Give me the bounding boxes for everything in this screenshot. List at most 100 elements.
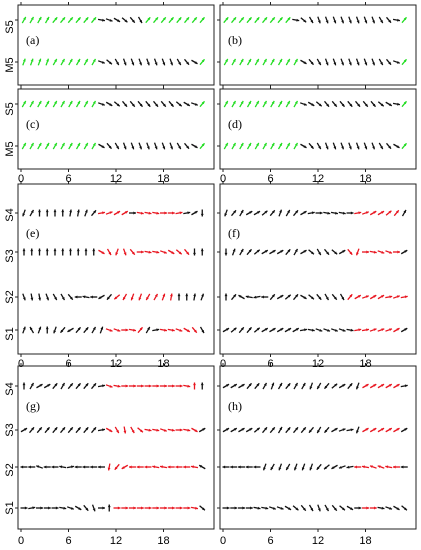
- wind-vector: [393, 505, 400, 511]
- wind-vector: [199, 100, 205, 108]
- wind-vector: [129, 248, 136, 256]
- wind-vector: [67, 382, 74, 390]
- x-tick-label: 12: [312, 535, 324, 547]
- wind-vector: [68, 100, 73, 108]
- wind-vector: [317, 16, 321, 24]
- wind-vector: [161, 58, 166, 66]
- wind-vector: [44, 100, 50, 108]
- vector-row-S3: S3: [4, 423, 206, 437]
- wind-vector: [113, 328, 121, 332]
- wind-vector: [67, 293, 74, 301]
- wind-vector: [285, 209, 291, 217]
- wind-vector: [200, 293, 205, 301]
- wind-vector: [160, 16, 167, 24]
- wind-vector: [316, 463, 322, 471]
- wind-vector: [238, 506, 245, 510]
- wind-vector: [253, 327, 261, 333]
- wind-vector: [285, 463, 291, 471]
- wind-vector: [370, 100, 376, 108]
- wind-vector: [324, 142, 329, 150]
- wind-vector: [68, 142, 73, 150]
- wind-vector: [340, 142, 345, 150]
- wind-vector: [348, 142, 352, 150]
- wind-vector: [45, 209, 49, 217]
- wind-vector: [231, 16, 237, 24]
- wind-vector: [254, 16, 260, 24]
- wind-vector: [261, 295, 269, 299]
- wind-vector: [121, 464, 129, 470]
- wind-vector: [60, 58, 66, 66]
- wind-vector: [224, 209, 228, 217]
- wind-vector: [136, 211, 144, 215]
- panel-frame: [219, 365, 417, 530]
- wind-vector: [122, 142, 127, 150]
- wind-vector: [362, 100, 369, 108]
- wind-vector: [246, 16, 252, 24]
- wind-vector: [324, 16, 329, 24]
- wind-vector: [340, 58, 345, 66]
- wind-vector: [183, 327, 191, 333]
- wind-vector: [184, 142, 190, 150]
- wind-vector: [316, 293, 322, 301]
- panel-g: (g) S4 S3 S2 S1: [4, 363, 215, 532]
- wind-vector: [159, 428, 168, 432]
- wind-vector: [74, 465, 82, 469]
- wind-vector: [199, 505, 206, 511]
- wind-vector: [338, 465, 346, 469]
- wind-vector: [107, 463, 111, 471]
- wind-vector: [276, 506, 284, 510]
- wind-vector: [222, 506, 230, 510]
- vector-row-S5: [217, 16, 407, 24]
- wind-vector: [113, 384, 121, 388]
- wind-vector: [176, 58, 182, 66]
- wind-vector: [230, 327, 237, 333]
- wind-vector: [200, 209, 204, 217]
- x-tick-label: 12: [312, 358, 324, 370]
- wind-vector: [378, 16, 384, 24]
- wind-vector: [122, 100, 128, 108]
- x-tick-label: 18: [359, 535, 371, 547]
- wind-vector: [270, 382, 275, 390]
- wind-vector: [146, 142, 150, 150]
- wind-vector: [30, 293, 34, 301]
- wind-vector: [361, 465, 370, 469]
- wind-vector: [75, 58, 81, 66]
- wind-vector: [230, 427, 238, 433]
- wind-vector: [175, 384, 183, 388]
- wind-vector: [355, 248, 360, 256]
- wind-vector: [371, 142, 376, 150]
- panel-label: (c): [26, 117, 39, 131]
- wind-vector: [138, 142, 143, 150]
- wind-vector: [20, 427, 28, 433]
- wind-vector: [130, 58, 135, 66]
- wind-vector: [114, 426, 120, 434]
- wind-vector: [53, 248, 57, 256]
- wind-vector: [300, 294, 307, 300]
- wind-vector: [331, 383, 338, 389]
- wind-vector: [30, 248, 34, 256]
- wind-vector: [52, 293, 58, 301]
- wind-vector: [361, 211, 370, 215]
- wind-vector: [152, 506, 160, 510]
- row-label: S1: [4, 501, 16, 514]
- wind-vector: [369, 465, 377, 469]
- wind-vector: [223, 58, 229, 66]
- wind-vector: [369, 210, 377, 216]
- wind-vector: [245, 465, 253, 469]
- wind-vector: [144, 428, 152, 432]
- wind-vector: [159, 465, 168, 469]
- wind-vector: [363, 58, 368, 66]
- wind-vector: [113, 17, 121, 23]
- wind-vector: [97, 211, 106, 215]
- wind-vector: [20, 465, 28, 469]
- wind-vector: [307, 211, 315, 215]
- wind-vector: [393, 209, 400, 217]
- wind-vector: [253, 249, 261, 255]
- wind-vector: [185, 293, 189, 301]
- wind-vector: [167, 249, 175, 255]
- wind-vector: [338, 328, 346, 332]
- wind-vector: [231, 248, 236, 256]
- wind-vector: [44, 142, 50, 150]
- wind-vector: [183, 428, 191, 432]
- wind-vector: [122, 248, 127, 256]
